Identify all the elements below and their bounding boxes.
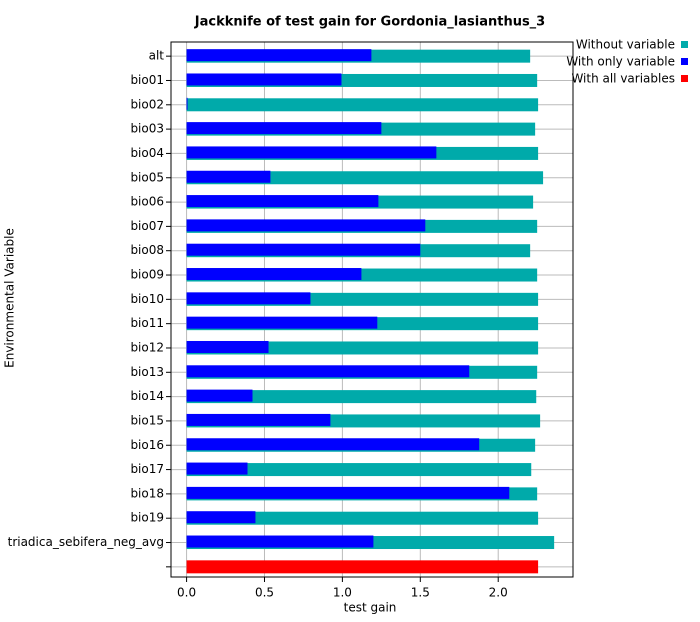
- x-tick-label: 0.0: [177, 586, 196, 600]
- y-tick-label: bio02: [130, 97, 164, 111]
- y-tick-label: bio11: [130, 316, 164, 330]
- legend-label: With only variable: [566, 55, 675, 69]
- bar: [186, 146, 437, 159]
- y-tick-label: bio19: [130, 511, 164, 525]
- x-tick-label: 2.0: [489, 586, 508, 600]
- bar: [186, 73, 342, 86]
- y-tick-label: bio17: [130, 462, 164, 476]
- bar: [186, 365, 470, 378]
- y-tick-label: bio09: [130, 268, 164, 282]
- bar: [186, 390, 537, 404]
- x-tick-label: 1.0: [333, 586, 352, 600]
- y-tick-label: bio18: [130, 486, 164, 500]
- y-tick-label: triadica_sebifera_neg_avg: [8, 535, 164, 549]
- bar: [186, 195, 379, 208]
- bar: [186, 511, 539, 525]
- bar: [186, 389, 253, 402]
- bar: [186, 535, 374, 548]
- bar: [186, 413, 331, 426]
- bar: [186, 243, 421, 256]
- y-tick-label: bio06: [130, 195, 164, 209]
- bar: [186, 511, 256, 524]
- y-tick-label: bio08: [130, 243, 164, 257]
- bar: [186, 486, 510, 499]
- bar: [186, 463, 532, 477]
- bar: [186, 170, 271, 183]
- chart-title: Jackknife of test gain for Gordonia_lasi…: [194, 15, 545, 30]
- legend-swatch: [681, 58, 688, 65]
- y-tick-label: bio13: [130, 365, 164, 379]
- y-tick-label: bio01: [130, 73, 164, 87]
- bar: [186, 438, 480, 451]
- y-tick-label: bio07: [130, 219, 164, 233]
- bar: [186, 219, 426, 232]
- bar: [186, 340, 269, 353]
- bar: [186, 560, 539, 574]
- bar: [186, 122, 382, 135]
- y-tick-label: bio04: [130, 146, 164, 160]
- bar: [186, 341, 539, 355]
- legend-label: With all variables: [571, 72, 675, 86]
- y-tick-label: bio16: [130, 438, 164, 452]
- y-tick-label: bio03: [130, 122, 164, 136]
- y-tick-label: bio10: [130, 292, 164, 306]
- bar: [186, 171, 544, 185]
- legend-label: Without variable: [576, 38, 675, 52]
- plot-frame: [170, 41, 574, 578]
- y-tick-label: alt: [149, 49, 165, 63]
- bar: [186, 316, 378, 329]
- bar: [186, 268, 362, 281]
- y-tick-label: bio15: [130, 413, 164, 427]
- y-tick-label: bio12: [130, 340, 164, 354]
- y-axis-label: Environmental Variable: [3, 228, 17, 368]
- legend-swatch: [681, 41, 688, 48]
- bar: [186, 97, 188, 110]
- legend-swatch: [681, 75, 688, 82]
- y-tick-label: bio05: [130, 170, 164, 184]
- bar: [186, 462, 248, 475]
- bar: [186, 49, 372, 62]
- bar: [186, 292, 311, 305]
- y-tick-label: bio14: [130, 389, 164, 403]
- x-tick-label: 1.5: [411, 586, 430, 600]
- x-axis-label: test gain: [344, 601, 397, 615]
- x-tick-label: 0.5: [255, 586, 274, 600]
- bar: [186, 98, 539, 112]
